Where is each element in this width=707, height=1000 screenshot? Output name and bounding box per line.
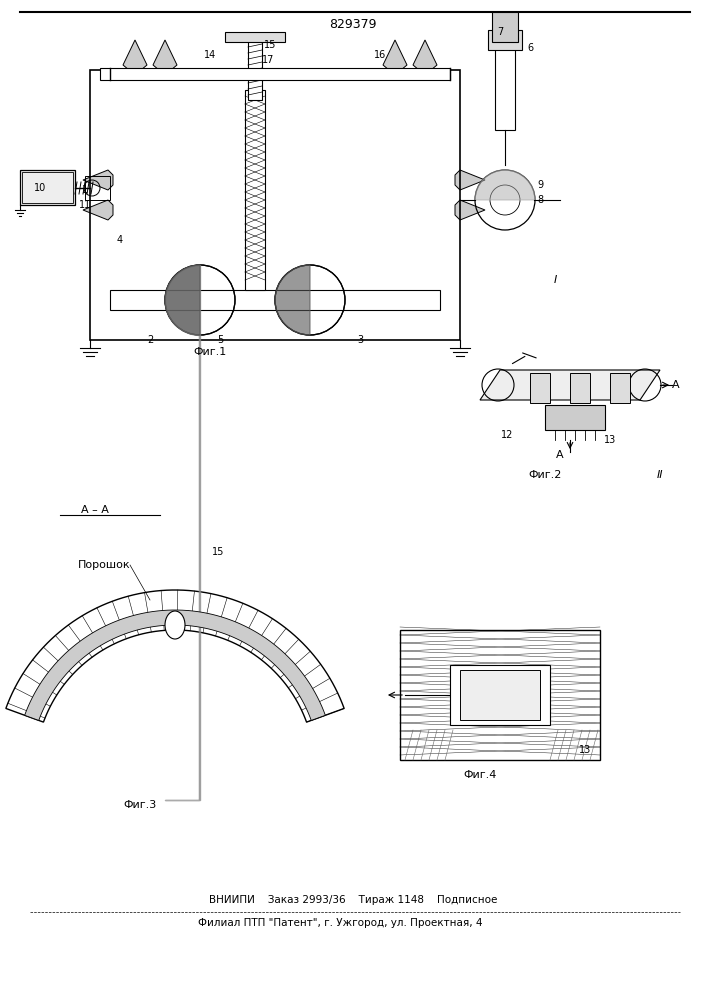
Polygon shape [83, 170, 113, 190]
Text: 2: 2 [147, 335, 153, 345]
Bar [492, 12, 518, 42]
Bar [248, 40, 262, 100]
Polygon shape [165, 265, 200, 335]
Text: 829379: 829379 [329, 18, 377, 31]
Bar [495, 40, 515, 130]
Bar [610, 373, 630, 403]
Polygon shape [455, 170, 485, 190]
Text: 11: 11 [79, 200, 91, 210]
Text: ВНИИПИ    Заказ 2993/36    Тираж 1148    Подписное: ВНИИПИ Заказ 2993/36 Тираж 1148 Подписно… [209, 895, 497, 905]
Text: 7: 7 [497, 27, 503, 37]
Polygon shape [83, 200, 113, 220]
Bar [245, 90, 265, 290]
Text: 8: 8 [537, 195, 543, 205]
Polygon shape [413, 40, 437, 70]
Bar [225, 32, 285, 42]
Text: А: А [556, 450, 563, 460]
Bar [90, 70, 460, 340]
Text: 13: 13 [579, 745, 591, 755]
Polygon shape [275, 265, 310, 335]
Ellipse shape [165, 611, 185, 639]
Text: 15: 15 [264, 40, 276, 50]
Text: Фиг.1: Фиг.1 [194, 347, 227, 357]
Text: Фиг.4: Фиг.4 [463, 770, 497, 780]
Text: А: А [672, 380, 680, 390]
Text: 14: 14 [204, 50, 216, 60]
Text: Порошок: Порошок [78, 560, 131, 570]
Text: 12: 12 [501, 430, 513, 440]
Bar [85, 176, 110, 200]
Text: 9: 9 [537, 180, 543, 190]
Polygon shape [6, 590, 344, 722]
Text: 1: 1 [82, 185, 88, 195]
Polygon shape [475, 170, 535, 200]
Bar [545, 405, 605, 430]
Polygon shape [153, 40, 177, 70]
Bar [20, 170, 75, 205]
Polygon shape [25, 610, 325, 720]
Text: 16: 16 [374, 50, 386, 60]
Bar [100, 68, 450, 80]
Polygon shape [480, 370, 660, 400]
Text: 15: 15 [212, 547, 224, 557]
Text: Фиг.3: Фиг.3 [124, 800, 157, 810]
Polygon shape [123, 40, 147, 70]
Text: II: II [657, 470, 663, 480]
Text: 10: 10 [34, 183, 46, 193]
Bar [22, 172, 73, 203]
Text: 3: 3 [357, 335, 363, 345]
Text: 13: 13 [604, 435, 616, 445]
Text: А – А: А – А [81, 505, 109, 515]
Text: Фиг.2: Фиг.2 [528, 470, 561, 480]
Text: 6: 6 [527, 43, 533, 53]
Bar [400, 630, 600, 760]
Bar [530, 373, 550, 403]
Bar [460, 670, 540, 720]
Text: 5: 5 [217, 335, 223, 345]
Bar [110, 290, 440, 310]
Polygon shape [455, 200, 485, 220]
Text: 4: 4 [117, 235, 123, 245]
Polygon shape [383, 40, 407, 70]
Bar [450, 665, 550, 725]
Text: Филиал ПТП "Патент", г. Ужгород, ул. Проектная, 4: Филиал ПТП "Патент", г. Ужгород, ул. Про… [198, 918, 482, 928]
Bar [570, 373, 590, 403]
Bar [488, 30, 522, 50]
Text: I: I [554, 275, 556, 285]
Text: 17: 17 [262, 55, 274, 65]
